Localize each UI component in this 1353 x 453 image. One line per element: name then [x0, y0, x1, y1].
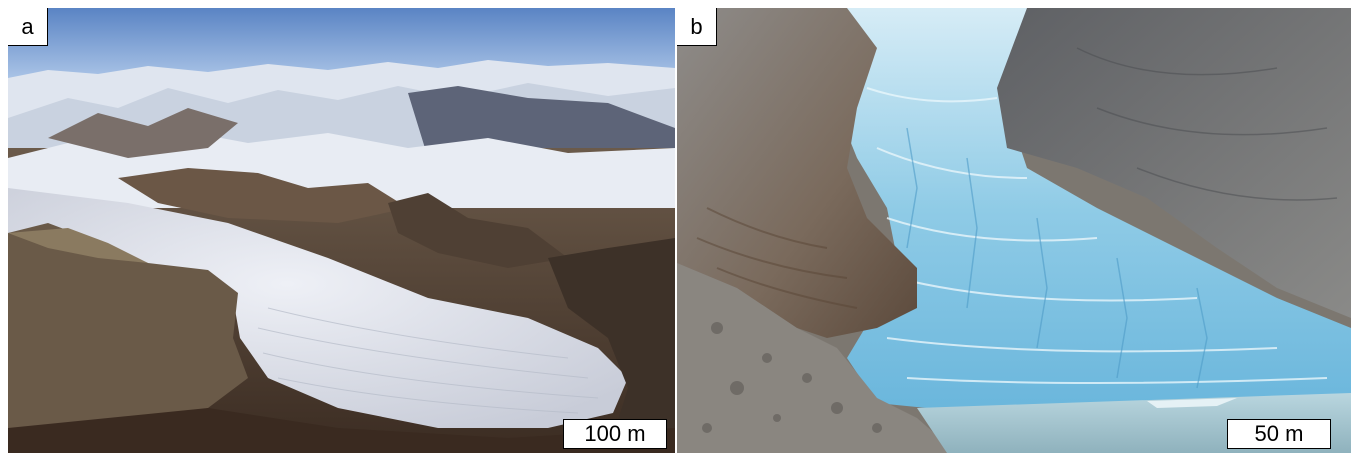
photo-panel-b: b 50 m — [677, 8, 1351, 453]
scale-bar-a: 100 m — [563, 419, 667, 449]
panel-label-a: a — [8, 8, 48, 46]
scale-bar-b: 50 m — [1227, 419, 1331, 449]
glacier-icefall-photo — [677, 8, 1351, 453]
panel-label-b: b — [677, 8, 717, 46]
photo-panel-a: a 100 m — [8, 8, 675, 453]
glacier-aerial-photo — [8, 8, 675, 453]
